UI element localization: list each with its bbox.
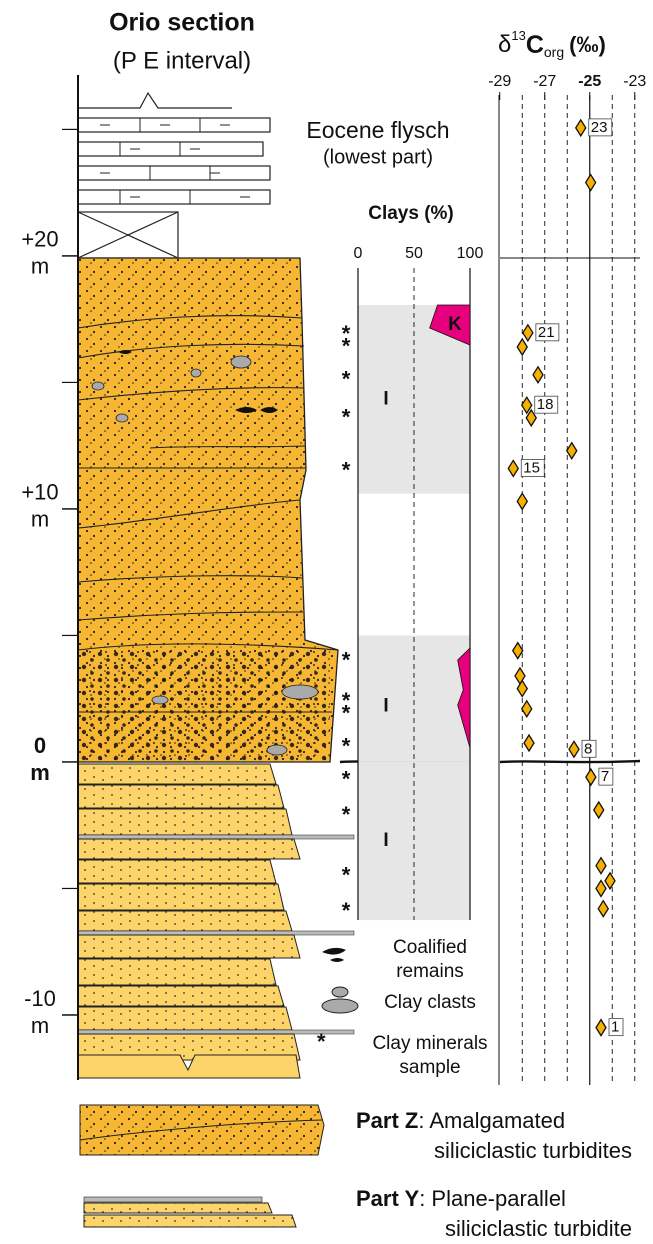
clay-bed xyxy=(78,931,354,935)
sample-marker: * xyxy=(342,863,351,888)
bed-texture xyxy=(78,1007,292,1030)
point-label: 7 xyxy=(601,768,609,785)
part-name: Part Y xyxy=(356,1186,420,1211)
point xyxy=(569,741,579,757)
panel-title: δ13Corg (‰) xyxy=(498,28,606,59)
legend-label: Coalified xyxy=(393,937,467,958)
point xyxy=(517,339,527,355)
title-part: 13 xyxy=(511,28,525,43)
kaolinite-label: K xyxy=(448,314,462,335)
x-tick-label: -27 xyxy=(533,73,556,90)
sample-marker: * xyxy=(342,334,351,359)
boundary xyxy=(500,761,640,762)
title-part: δ xyxy=(498,31,511,58)
illite-label: I xyxy=(383,830,388,851)
depth-tick-label: +10 xyxy=(21,480,58,505)
legend-label: sample xyxy=(399,1057,460,1078)
clay-bed xyxy=(78,1030,354,1034)
point xyxy=(586,175,596,191)
title-part: org xyxy=(544,44,564,60)
sample-marker: * xyxy=(342,458,351,483)
depth-unit: m xyxy=(31,1013,49,1038)
illite-label: I xyxy=(383,388,388,409)
clay-bed xyxy=(78,835,354,839)
bed-texture xyxy=(78,764,276,784)
point xyxy=(598,901,608,917)
depth-unit: m xyxy=(31,254,49,279)
point xyxy=(596,858,606,874)
sample-marker: * xyxy=(342,766,351,791)
annotation: (lowest part) xyxy=(323,146,433,168)
point-label: 15 xyxy=(523,459,540,476)
point-label: 8 xyxy=(584,740,592,757)
point xyxy=(524,735,534,751)
x-tick-label: -29 xyxy=(488,73,511,90)
point xyxy=(586,769,596,785)
bed-texture xyxy=(78,860,276,883)
title-part: (‰) xyxy=(569,32,606,57)
sample-marker: * xyxy=(342,734,351,759)
part-label: siliciclastic turbidites xyxy=(434,1138,632,1163)
x-tick-label: 0 xyxy=(354,245,363,262)
point xyxy=(508,460,518,476)
part-desc: : Amalgamated xyxy=(418,1108,565,1133)
depth-unit: m xyxy=(31,507,49,532)
panel-title: Clays (%) xyxy=(368,203,454,224)
legend-label: Clay clasts xyxy=(384,992,476,1013)
part-label: Part Y: Plane-parallel xyxy=(356,1186,566,1211)
sample-marker: * xyxy=(342,647,351,672)
bed-texture xyxy=(78,839,300,859)
point xyxy=(533,367,543,383)
bed-texture xyxy=(78,809,292,835)
bed-texture xyxy=(78,884,284,910)
part-label: Part Z: Amalgamated xyxy=(356,1108,565,1133)
point-label: 18 xyxy=(537,396,554,413)
figure: Orio section (P E interval) * xyxy=(0,0,653,1244)
sample-marker: * xyxy=(342,701,351,726)
sample-marker: * xyxy=(342,802,351,827)
sample-marker: * xyxy=(342,405,351,430)
part-name: Part Z xyxy=(356,1108,418,1133)
illite-interval xyxy=(358,635,470,762)
subtitle: (P E interval) xyxy=(113,47,251,74)
point xyxy=(513,643,523,659)
point xyxy=(523,325,533,341)
legend-label: Clay minerals xyxy=(372,1033,487,1054)
x-tick-label: 100 xyxy=(457,245,484,262)
point-label: 1 xyxy=(611,1019,619,1036)
point xyxy=(596,880,606,896)
title: Orio section xyxy=(109,9,255,37)
legend-label: remains xyxy=(396,961,464,982)
point xyxy=(576,120,586,136)
lithology-column xyxy=(78,93,354,1078)
point xyxy=(522,701,532,717)
depth-unit: m xyxy=(30,760,50,785)
part-desc: : Plane-parallel xyxy=(419,1186,566,1211)
depth-tick-label: +20 xyxy=(21,227,58,252)
point-label: 23 xyxy=(591,119,608,136)
bed-texture xyxy=(78,935,300,958)
bed-texture xyxy=(78,986,284,1006)
point-label: 21 xyxy=(538,324,555,341)
point xyxy=(517,493,527,509)
point xyxy=(596,1020,606,1036)
annotation: Eocene flysch xyxy=(306,117,449,143)
sample-marker: * xyxy=(342,898,351,923)
point xyxy=(567,443,577,459)
sample-marker: * xyxy=(342,367,351,392)
illite-label: I xyxy=(383,696,388,717)
depth-tick-label: -10 xyxy=(24,986,56,1011)
title-part: C xyxy=(526,31,544,59)
bed-texture xyxy=(78,785,284,808)
point xyxy=(605,873,615,889)
x-tick-label: 50 xyxy=(405,245,423,262)
bed-texture xyxy=(78,911,292,931)
point xyxy=(594,802,604,818)
depth-tick-label: 0 xyxy=(34,733,46,758)
part-label: siliciclastic turbidite xyxy=(445,1216,632,1241)
bed-texture xyxy=(78,959,276,985)
svg-text:*: * xyxy=(317,1029,326,1054)
x-tick-label: -23 xyxy=(623,73,646,90)
x-tick-label: -25 xyxy=(578,73,601,90)
